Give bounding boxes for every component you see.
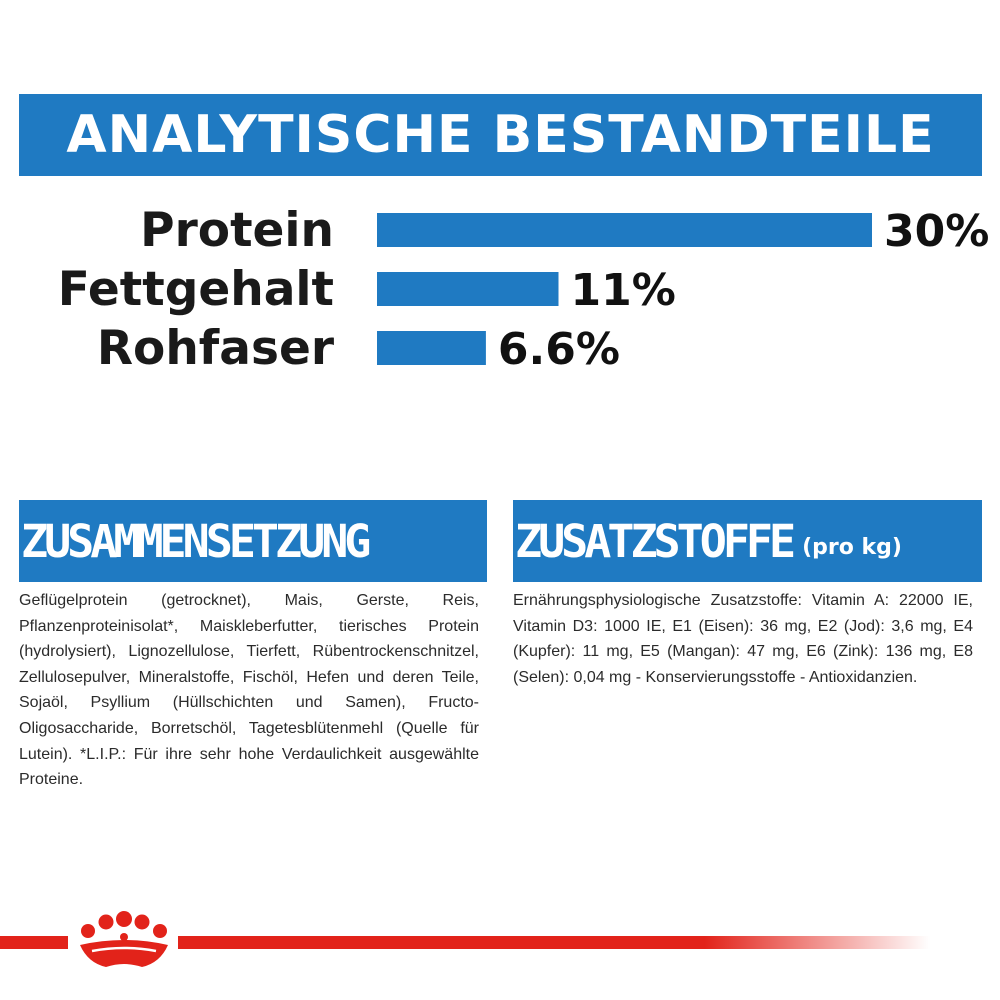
composition-header: ZUSAMMENSETZUNG (19, 500, 487, 582)
bar (377, 213, 872, 247)
value-label: 6.6% (498, 324, 620, 375)
footer-brand-line (0, 911, 930, 967)
additives-subtitle: (pro kg) (802, 534, 902, 560)
footer-line-left (0, 936, 68, 949)
footer-line-right (178, 936, 930, 949)
additives-title: ZUSATZSTOFFE (515, 514, 796, 568)
additives-header: ZUSATZSTOFFE (pro kg) (513, 500, 982, 582)
nutrient-bar-chart: Protein 30% Fettgehalt 11% Rohfaser 6.6% (58, 203, 990, 376)
category-label: Fettgehalt (58, 262, 334, 317)
category-label: Rohfaser (97, 321, 335, 376)
crown-icon (80, 911, 168, 967)
bar (377, 331, 486, 365)
value-label: 30% (884, 206, 989, 257)
composition-title: ZUSAMMENSETZUNG (21, 514, 371, 568)
additives-text: Ernährungsphysiologische Zusatzstoffe: V… (513, 592, 973, 686)
bar (377, 272, 559, 306)
value-label: 11% (571, 265, 676, 316)
category-label: Protein (140, 203, 334, 258)
page-title: ANALYTISCHE BESTANDTEILE (66, 105, 935, 165)
composition-text: Geflügelprotein (getrocknet), Mais, Gers… (19, 592, 479, 789)
header-banner: ANALYTISCHE BESTANDTEILE (19, 94, 982, 176)
